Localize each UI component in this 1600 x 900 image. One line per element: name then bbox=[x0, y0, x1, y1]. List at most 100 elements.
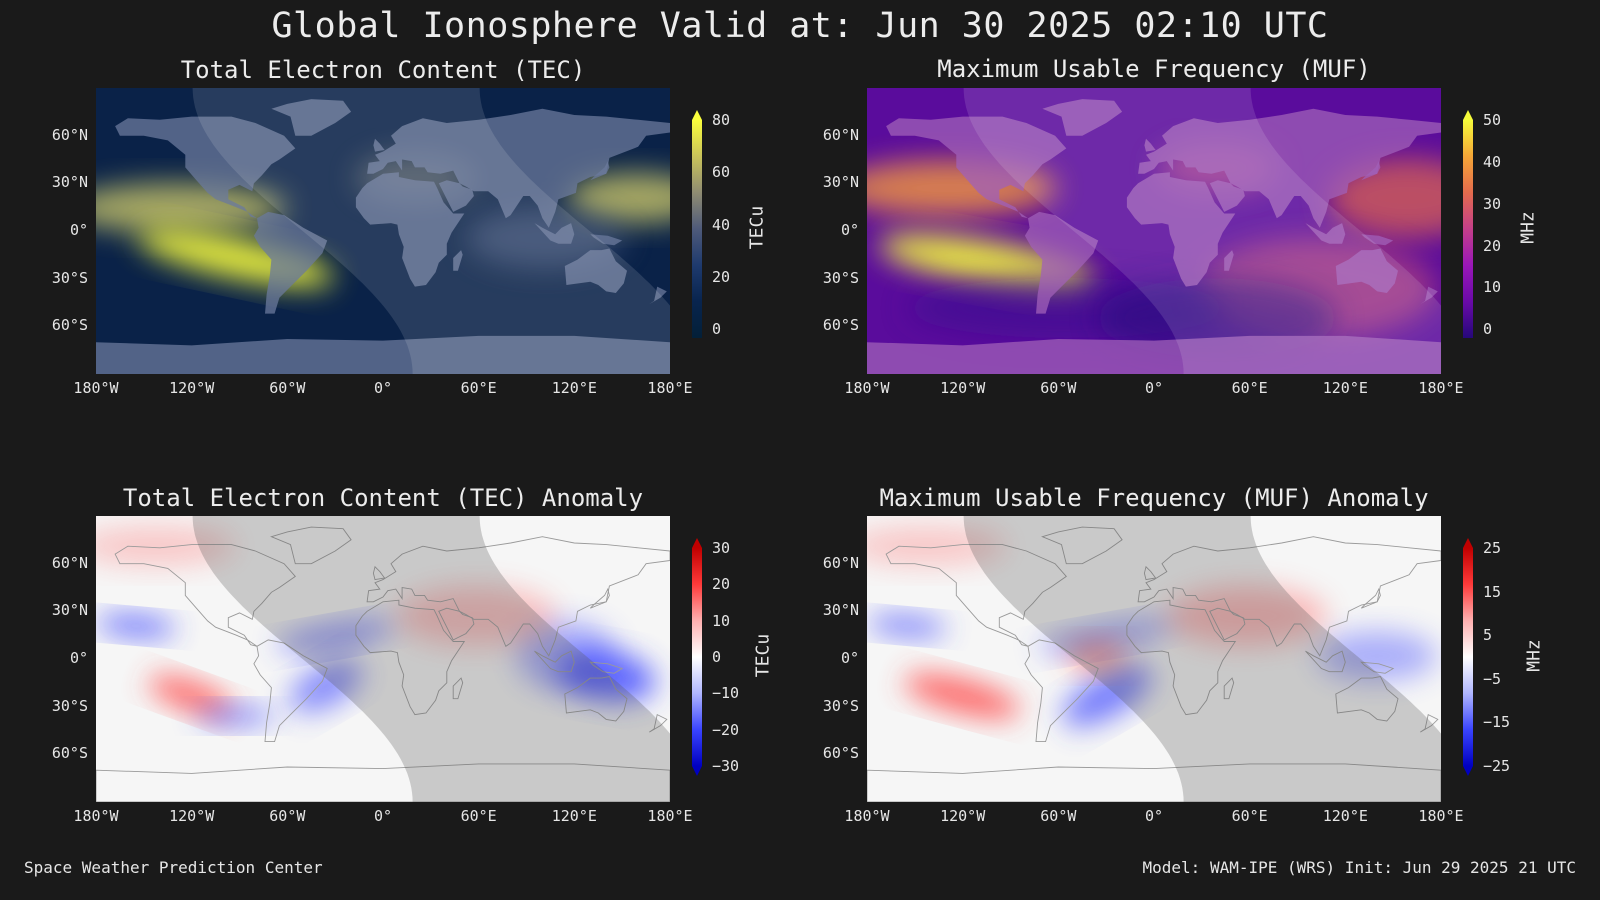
colorbar bbox=[1463, 538, 1473, 776]
continent-shape bbox=[1024, 211, 1099, 314]
colorbar-tick-label: 20 bbox=[712, 575, 731, 594]
colorbar bbox=[1463, 110, 1473, 338]
continent-shape bbox=[1126, 599, 1237, 716]
world-map bbox=[96, 88, 670, 374]
continent-shape bbox=[115, 116, 296, 219]
longitude-label: 120°W bbox=[940, 807, 986, 825]
longitude-label: 0° bbox=[1144, 807, 1164, 825]
continent-shape bbox=[1209, 180, 1245, 212]
latitude-label: 0° bbox=[840, 221, 859, 239]
colorbar-tick-label: 20 bbox=[712, 267, 731, 286]
colorbar-tick-label: −15 bbox=[1483, 713, 1511, 732]
latitude-label: 30°N bbox=[51, 173, 88, 192]
longitude-label: 120°W bbox=[169, 379, 215, 397]
colorbar-tick-label: −5 bbox=[1483, 669, 1502, 688]
latitude-label: 60°S bbox=[822, 316, 859, 335]
world-map bbox=[96, 516, 670, 802]
latitude-label: 0° bbox=[69, 649, 88, 667]
longitude-label: 180°W bbox=[73, 807, 119, 825]
map-panel bbox=[96, 516, 670, 802]
continent-shape bbox=[372, 565, 386, 581]
longitude-label: 60°E bbox=[1231, 379, 1268, 397]
longitude-label: 0° bbox=[373, 379, 393, 397]
colorbar-unit-label: MHz bbox=[1523, 639, 1545, 672]
longitude-label: 120°W bbox=[169, 807, 215, 825]
latitude-label: 60°N bbox=[51, 125, 88, 144]
latitude-label: 60°S bbox=[822, 744, 859, 763]
continent-shape bbox=[355, 172, 465, 287]
night-shading bbox=[963, 516, 1441, 802]
footer-model-info: Model: WAM-IPE (WRS) Init: Jun 29 2025 2… bbox=[1142, 858, 1576, 877]
continent-shape bbox=[367, 108, 670, 228]
longitude-label: 180°W bbox=[844, 807, 890, 825]
colorbar-tick-label: 15 bbox=[1483, 582, 1502, 601]
panel-title: Maximum Usable Frequency (MUF) Anomaly bbox=[879, 484, 1429, 512]
continent-shape bbox=[1305, 223, 1346, 244]
colorbar-tick-label: 80 bbox=[712, 111, 731, 129]
continent-shape bbox=[590, 161, 610, 181]
colorbar-tick-label: −10 bbox=[712, 684, 740, 703]
continent-shape bbox=[564, 248, 627, 293]
latitude-label: 30°N bbox=[822, 601, 859, 620]
colorbar-tick-label: 10 bbox=[1483, 278, 1502, 297]
map-panel bbox=[867, 88, 1441, 374]
continent-shape bbox=[1042, 99, 1123, 136]
night-shading bbox=[192, 88, 670, 374]
continent-shape bbox=[1224, 250, 1234, 271]
colorbar-tick-label: 20 bbox=[1483, 236, 1502, 255]
continent-shape bbox=[885, 544, 1067, 647]
continent-shape bbox=[1144, 138, 1156, 152]
colorbar-tick-label: 40 bbox=[1483, 152, 1502, 171]
continent-shape bbox=[1305, 650, 1346, 673]
latitude-label: 60°N bbox=[822, 125, 859, 144]
continent-shape bbox=[453, 250, 463, 271]
colorbar-unit-label: TECu bbox=[746, 205, 768, 250]
continent-shape bbox=[1138, 108, 1441, 228]
longitude-label: 120°E bbox=[1322, 807, 1368, 825]
longitude-label: 0° bbox=[373, 807, 393, 825]
longitude-label: 180°W bbox=[844, 379, 890, 397]
latitude-label: 30°N bbox=[51, 601, 88, 620]
continent-shape bbox=[1024, 639, 1099, 743]
longitude-label: 180°E bbox=[647, 807, 693, 825]
colorbar-tick-label: 40 bbox=[712, 215, 731, 234]
colorbar-tick-label: 0 bbox=[1483, 320, 1493, 339]
colorbar-unit-label: MHz bbox=[1517, 211, 1539, 244]
colorbar-tick-label: −20 bbox=[712, 720, 740, 739]
continent-shape bbox=[1361, 234, 1394, 246]
continent-shape bbox=[589, 587, 610, 609]
continent-shape bbox=[1335, 675, 1399, 722]
colorbar-tick-label: 5 bbox=[1483, 626, 1493, 645]
continent-shape bbox=[1360, 661, 1395, 674]
map-panel bbox=[867, 516, 1441, 802]
panel-title: Maximum Usable Frequency (MUF) bbox=[937, 55, 1371, 83]
latitude-label: 30°N bbox=[822, 173, 859, 192]
colorbar-tick-label: 25 bbox=[1483, 539, 1502, 557]
continent-shape bbox=[452, 677, 464, 700]
continent-shape bbox=[649, 286, 667, 305]
longitude-label: 180°W bbox=[73, 379, 119, 397]
world-map bbox=[867, 516, 1441, 802]
main-title: Global Ionosphere Valid at: Jun 30 2025 … bbox=[271, 6, 1329, 46]
longitude-label: 120°E bbox=[551, 807, 597, 825]
continent-shape bbox=[564, 675, 628, 722]
night-shading bbox=[192, 516, 670, 802]
continent-shape bbox=[1126, 172, 1236, 287]
continent-shape bbox=[114, 544, 296, 647]
latitude-label: 0° bbox=[840, 649, 859, 667]
longitude-label: 180°E bbox=[1418, 379, 1464, 397]
colorbar bbox=[692, 538, 702, 776]
continent-shape bbox=[1361, 161, 1381, 181]
continent-shape bbox=[253, 639, 328, 743]
map-panel bbox=[96, 88, 670, 374]
latitude-label: 0° bbox=[69, 221, 88, 239]
continent-shape bbox=[1143, 565, 1157, 581]
longitude-label: 60°W bbox=[1040, 807, 1077, 825]
longitude-label: 60°W bbox=[269, 379, 306, 397]
continent-shape bbox=[589, 661, 624, 674]
panel-title: Total Electron Content (TEC) bbox=[180, 56, 586, 84]
continent-shape bbox=[1420, 286, 1438, 305]
continent-shape bbox=[355, 599, 466, 716]
colorbar-tick-label: 0 bbox=[712, 648, 722, 666]
latitude-label: 60°N bbox=[822, 553, 859, 572]
